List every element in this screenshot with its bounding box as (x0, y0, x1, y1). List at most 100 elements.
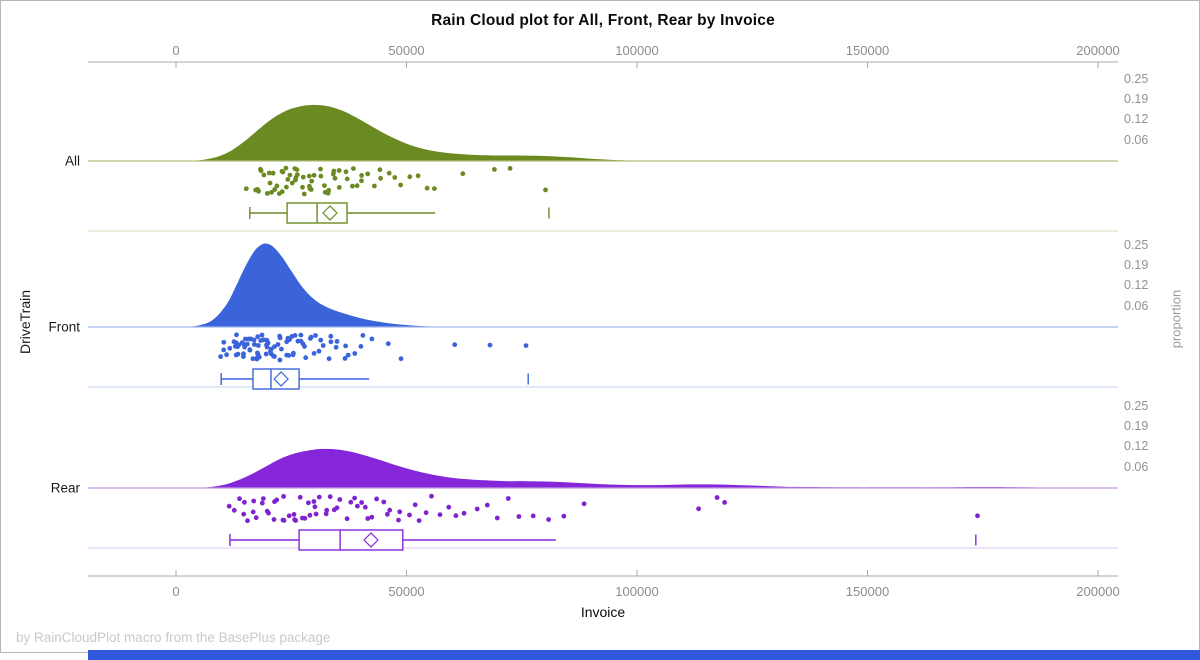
rain-point (266, 510, 271, 516)
rain-point (301, 191, 307, 197)
rain-points-all (243, 165, 548, 197)
rain-point (407, 512, 412, 518)
rain-point (416, 518, 422, 523)
rain-point (272, 499, 277, 505)
rain-point (358, 344, 364, 349)
proportion-tick-label: 0.12 (1124, 278, 1149, 293)
rain-point (355, 503, 360, 509)
mean-diamond-front (273, 371, 289, 387)
rain-point (284, 184, 289, 190)
rain-point (311, 499, 317, 504)
rain-point (343, 343, 348, 349)
rain-point (281, 494, 286, 499)
proportion-tick-label: 0.12 (1124, 439, 1149, 454)
rain-point (221, 347, 227, 353)
rain-point (320, 343, 326, 348)
rain-point (260, 496, 266, 501)
x-tick-label-bottom: 50000 (388, 584, 425, 599)
rain-point (218, 354, 224, 359)
rain-point (286, 513, 292, 519)
rain-point (267, 180, 273, 186)
rain-point (360, 333, 366, 338)
rain-point (432, 186, 437, 192)
rain-point (292, 333, 298, 338)
rain-point (333, 344, 339, 350)
rain-point (452, 342, 458, 348)
rain-point (236, 342, 242, 348)
category-label-front: Front (48, 319, 80, 335)
rain-point (453, 513, 459, 519)
x-tick-label-top: 0 (172, 43, 180, 58)
rain-point (398, 182, 403, 188)
rain-point (437, 512, 443, 518)
rain-point (328, 339, 334, 345)
rain-point (300, 184, 305, 190)
rain-point (397, 509, 403, 515)
proportion-tick-label: 0.06 (1124, 132, 1149, 147)
rain-point (309, 178, 315, 184)
rain-point (398, 356, 404, 362)
bottom-blue-bar (88, 650, 1200, 660)
rain-point (242, 499, 247, 505)
rain-point (348, 499, 354, 505)
rain-point (332, 175, 338, 181)
rain-point (530, 513, 536, 519)
rain-point (235, 351, 241, 357)
rain-point (374, 496, 379, 502)
rain-point (253, 515, 259, 521)
rain-point (362, 504, 368, 510)
rain-point (279, 189, 285, 195)
rain-point (243, 336, 248, 342)
proportion-tick-label: 0.12 (1124, 112, 1149, 127)
footer-note: by RainCloudPlot macro from the BasePlus… (16, 630, 331, 645)
rain-point (270, 170, 276, 176)
rain-point (279, 346, 284, 352)
rain-point (975, 513, 980, 519)
rain-point (316, 494, 322, 500)
proportion-tick-label: 0.25 (1124, 71, 1149, 86)
rain-point (298, 332, 304, 338)
rain-point (328, 333, 334, 339)
rain-point (255, 334, 261, 340)
rain-point (345, 352, 351, 358)
rain-point (272, 344, 277, 349)
rain-point (254, 356, 260, 362)
rain-point (415, 173, 421, 179)
rain-point (302, 344, 307, 349)
rain-point (255, 352, 261, 357)
rain-point (291, 512, 297, 517)
x-tick-label-bottom: 100000 (615, 584, 659, 599)
rain-point (492, 167, 497, 172)
density-area-front (185, 243, 444, 327)
proportion-tick-label: 0.19 (1124, 418, 1149, 433)
rain-point (255, 343, 261, 348)
rain-point (279, 168, 285, 174)
proportion-tick-label: 0.19 (1124, 257, 1149, 272)
x-tick-label-top: 50000 (388, 43, 425, 58)
rain-point (261, 172, 267, 178)
rain-point (714, 495, 720, 500)
rain-point (258, 166, 263, 172)
rain-point (424, 185, 430, 191)
rain-point (377, 167, 383, 173)
rain-point (369, 336, 375, 342)
rain-point (407, 174, 413, 180)
rain-point (326, 356, 332, 362)
rain-point (298, 338, 304, 344)
rain-point (461, 510, 467, 516)
rain-point (318, 337, 324, 343)
rain-point (271, 517, 277, 522)
x-tick-label-bottom: 150000 (845, 584, 890, 599)
rain-point (412, 502, 418, 508)
rain-point (234, 332, 239, 338)
rain-point (268, 351, 274, 357)
rain-point (350, 183, 355, 189)
rain-point (423, 510, 429, 516)
rain-point (343, 169, 349, 175)
rain-point (344, 516, 350, 522)
rain-point (272, 187, 278, 192)
rain-point (523, 343, 529, 348)
rain-point (546, 517, 551, 522)
rain-point (274, 183, 280, 189)
rain-point (318, 166, 323, 172)
